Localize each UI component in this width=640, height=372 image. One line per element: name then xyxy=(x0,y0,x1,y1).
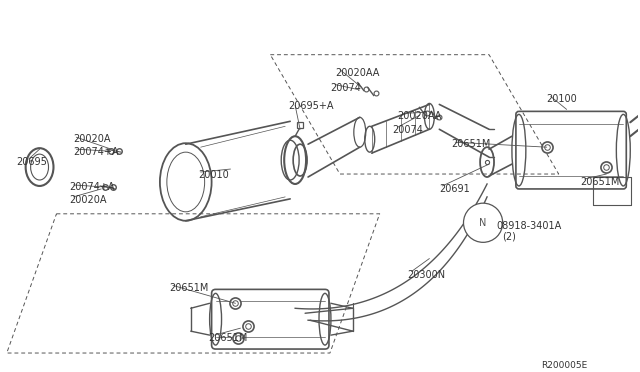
Text: 20100: 20100 xyxy=(547,94,577,105)
Text: 20691: 20691 xyxy=(439,184,470,194)
Text: R200005E: R200005E xyxy=(541,361,587,370)
Text: 20300N: 20300N xyxy=(408,270,445,280)
Text: 20020AA: 20020AA xyxy=(397,111,442,121)
Text: N: N xyxy=(479,218,487,228)
Text: 20010: 20010 xyxy=(198,170,229,180)
Text: 20074: 20074 xyxy=(330,83,361,93)
Text: 20074: 20074 xyxy=(392,125,424,135)
Text: 20695: 20695 xyxy=(17,157,47,167)
Text: 08918-3401A: 08918-3401A xyxy=(496,221,561,231)
Text: 20651M: 20651M xyxy=(580,177,620,187)
Text: 20020A: 20020A xyxy=(69,195,107,205)
Text: 20651M: 20651M xyxy=(209,333,248,343)
Text: (2): (2) xyxy=(502,232,516,242)
Text: 20651M: 20651M xyxy=(451,139,491,149)
Text: 20074+A: 20074+A xyxy=(69,182,115,192)
Text: 20695+A: 20695+A xyxy=(288,102,333,112)
Text: 20651M: 20651M xyxy=(169,283,208,294)
Text: 20020A: 20020A xyxy=(74,134,111,144)
Text: 20074+A: 20074+A xyxy=(74,147,119,157)
Text: 20020AA: 20020AA xyxy=(335,68,380,78)
